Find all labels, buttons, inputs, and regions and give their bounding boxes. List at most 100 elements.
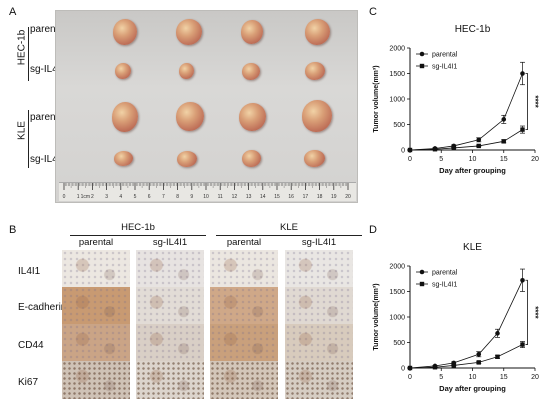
tumor-kle-parental-2: [176, 102, 204, 131]
x-tick-label: 0: [408, 156, 412, 163]
tumor-hec-parental-2: [176, 19, 202, 45]
series-line-parental: [409, 280, 523, 369]
y-tick-label: 0: [401, 366, 405, 373]
data-point-sg-IL4I1: [432, 365, 438, 370]
tumor-hec-parental-3: [241, 20, 263, 44]
ruler-number: 11: [218, 194, 223, 200]
ruler-number: 0: [63, 194, 66, 200]
x-tick-label: 20: [531, 374, 539, 381]
ihc-image-il4i1-hec-parental: [62, 250, 130, 288]
chart-kle: KLE 0 500 1000 1500 2000 0 5 10 15 20 Day after gro…: [373, 242, 540, 393]
ruler-number: 3: [105, 194, 108, 200]
tumor-kle-sg-1: [114, 151, 133, 166]
ruler-number: 5: [134, 194, 137, 200]
ruler-unit: 1cm: [81, 194, 90, 200]
ihc-col-hec-sg: sg-IL4I1: [152, 237, 188, 248]
tumor-hec-sg-4: [305, 62, 325, 80]
tumor-hec-sg-3: [242, 63, 260, 80]
ihc-col-kle-parental: parental: [226, 237, 262, 248]
ihc-image-ki67-hec-sg: [136, 361, 204, 399]
panel-d-letter: D: [369, 224, 377, 236]
ihc-image-ki67-hec-parental: [62, 361, 130, 399]
data-point-sg-IL4I1: [476, 143, 481, 149]
ihc-image-cd44-kle-sg: [285, 324, 353, 362]
ihc-image-ki67-kle-parental: [210, 361, 278, 399]
ihc-group-line-hec: [70, 235, 206, 236]
panel-c-letter: C: [369, 6, 377, 18]
data-point-sg-IL4I1: [407, 147, 413, 153]
data-point-sg-IL4I1: [520, 342, 525, 347]
y-tick-label: 500: [393, 122, 405, 129]
row-label-hec-sg: sg-IL4I1: [30, 64, 67, 75]
legend-marker-parental: [419, 51, 425, 57]
legend-marker-parental: [419, 269, 425, 275]
ihc-row-cd44: CD44: [18, 340, 44, 351]
legend-marker-sg-IL4I1: [419, 63, 425, 69]
series-line-sg-IL4I1: [409, 129, 523, 151]
y-tick-label: 1000: [389, 315, 405, 322]
ihc-image-cd44-kle-parental: [210, 324, 278, 362]
ihc-col-kle-sg: sg-IL4I1: [301, 237, 337, 248]
ihc-group-label-kle: KLE: [280, 222, 298, 233]
ihc-row-il4i1: IL4I1: [18, 266, 41, 277]
x-tick-label: 5: [439, 374, 443, 381]
ihc-group-label-hec: HEC-1b: [121, 222, 155, 233]
y-tick-label: 2000: [389, 264, 405, 271]
x-tick-label: 5: [439, 156, 443, 163]
y-tick-label: 0: [401, 148, 405, 155]
ihc-image-ecadherin-hec-sg: [136, 287, 204, 325]
row-label-kle-sg: sg-IL4I1: [30, 154, 67, 165]
data-point-sg-IL4I1: [476, 360, 481, 365]
x-tick-label: 20: [531, 156, 539, 163]
y-tick-label: 1000: [389, 97, 405, 104]
tumor-kle-sg-4: [304, 150, 325, 167]
y-tick-label: 500: [393, 340, 405, 347]
series-line-sg-IL4I1: [409, 344, 523, 369]
y-axis-label: Tumor volume(mm³): [373, 283, 380, 350]
panel-a-letter: A: [9, 6, 17, 18]
y-tick-label: 2000: [389, 46, 405, 53]
significance-bracket: [525, 279, 528, 345]
ruler-number: 19: [331, 194, 337, 200]
tumor-kle-sg-3: [242, 150, 261, 167]
x-axis-label: Day after grouping: [439, 384, 506, 393]
ruler-number: 17: [303, 194, 309, 200]
legend-label-sg-IL4I1: sg-IL4I1: [432, 64, 457, 71]
x-tick-label: 10: [469, 374, 477, 381]
x-tick-label: 15: [500, 374, 508, 381]
series-line-parental: [409, 73, 523, 151]
ihc-image-cd44-hec-sg: [136, 324, 204, 362]
ruler-number: 8: [176, 194, 179, 200]
ihc-row-ecadherin: E-cadherin: [18, 302, 67, 313]
ihc-image-ecadherin-kle-sg: [285, 287, 353, 325]
data-point-sg-IL4I1: [520, 127, 525, 132]
ihc-image-ki67-kle-sg: [285, 361, 353, 399]
ihc-group-line-kle: [216, 235, 362, 236]
tumor-hec-parental-4: [305, 19, 330, 45]
y-tick-label: 1500: [389, 289, 405, 296]
significance-label: ****: [531, 306, 540, 319]
ihc-row-ki67: Ki67: [18, 377, 39, 388]
group-bracket-kle: [28, 110, 29, 168]
ruler-number: 10: [203, 194, 209, 200]
significance-label: ****: [531, 95, 540, 108]
chart-title: HEC-1b: [455, 24, 491, 35]
ihc-image-il4i1-kle-parental: [210, 250, 278, 288]
row-label-hec-parental: parental: [30, 24, 67, 35]
y-axis-label: Tumor volume(mm³): [373, 65, 380, 132]
data-point-parental: [520, 71, 525, 76]
ruler-number: 18: [317, 194, 323, 200]
ruler-number: 15: [274, 194, 280, 200]
group-label-hec: HEC-1b: [16, 29, 28, 66]
ruler: 0 1 2 3 4 5 6 7 8 9 10 11 12 13 14 15 16 17 18 19 20 1cm: [59, 182, 356, 201]
y-tick-label: 1500: [389, 71, 405, 78]
ihc-image-ecadherin-hec-parental: [62, 287, 130, 325]
x-axis-label: Day after grouping: [439, 166, 506, 175]
ruler-number: 20: [345, 194, 351, 200]
legend-label-parental: parental: [432, 52, 458, 59]
legend-label-parental: parental: [432, 270, 458, 277]
data-point-sg-IL4I1: [501, 139, 506, 144]
data-point-parental: [476, 137, 482, 143]
data-point-parental: [520, 277, 525, 283]
